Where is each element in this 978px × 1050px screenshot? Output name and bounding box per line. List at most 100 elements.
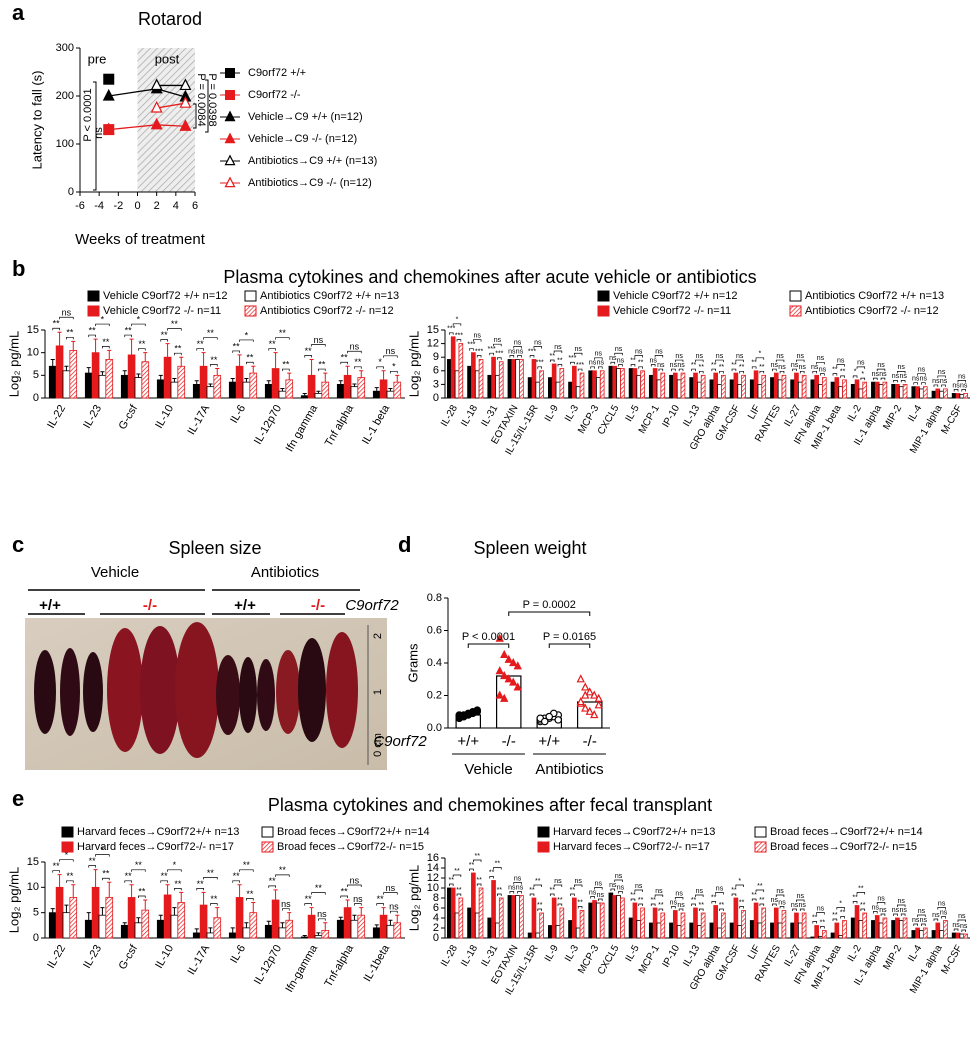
error-bar: [374, 924, 379, 928]
sig-bracket: [840, 375, 845, 378]
bar: [91, 352, 100, 399]
sig-label: ns: [960, 923, 968, 930]
sig-label: ns: [776, 353, 784, 360]
sig-label: **: [570, 887, 576, 894]
error-bar: [316, 932, 321, 936]
sig-bracket: [383, 355, 398, 358]
x-tick-label: -/-: [502, 733, 516, 750]
sig-bracket: [246, 898, 254, 901]
sig-bracket: [513, 882, 522, 885]
spleen: [298, 638, 326, 742]
sig-bracket: [671, 368, 676, 372]
sig-bracket: [448, 883, 454, 886]
bar: [575, 927, 581, 939]
error-bar: [381, 370, 386, 380]
x-tick-label: IL-9: [543, 943, 561, 964]
bar: [652, 368, 658, 399]
bar: [797, 922, 803, 939]
sig-bracket: [759, 370, 765, 374]
sig-label: ns: [534, 339, 542, 346]
sig-label: ns: [898, 898, 906, 905]
y-tick-label: 8: [433, 892, 439, 904]
bar: [134, 377, 143, 399]
bar: [850, 383, 856, 399]
sig-bracket: [376, 903, 384, 906]
x-tick-label: -/-: [583, 733, 597, 750]
sig-bracket: [751, 898, 757, 901]
group-label: Antibiotics: [535, 761, 603, 778]
bar: [797, 381, 803, 399]
sig-bracket: [469, 868, 474, 871]
sig-bracket: [658, 368, 664, 372]
sig-label: ns: [716, 885, 724, 892]
bar: [773, 372, 779, 399]
x-tick-label: Ifn-gamma: [283, 942, 320, 994]
x-tick-label: G-csf: [117, 942, 141, 972]
sig-bracket: [66, 336, 74, 340]
sig-label: ns: [554, 344, 562, 351]
error-bar: [338, 380, 343, 385]
y-tick-label: 5: [33, 907, 39, 919]
error-bar: [359, 907, 364, 916]
sig-bracket: [383, 892, 398, 895]
error-bar: [338, 916, 343, 921]
group-label: Vehicle: [464, 761, 512, 778]
sig-bracket: [131, 323, 146, 327]
bar: [458, 897, 464, 939]
sig-bracket: [614, 879, 623, 882]
sig-bracket: [913, 923, 918, 926]
sig-bracket: [275, 874, 290, 877]
bar: [616, 895, 621, 939]
bar: [777, 922, 783, 939]
sig-label: ns: [811, 364, 819, 371]
sig-label: ns: [952, 382, 960, 389]
error-bar: [158, 914, 163, 921]
error-bar: [395, 914, 400, 923]
sig-label: **: [66, 328, 74, 338]
bar: [733, 897, 739, 939]
bar: [689, 377, 694, 399]
sig-bracket: [88, 865, 96, 868]
bar: [842, 379, 847, 399]
bar: [632, 902, 638, 939]
error-bar: [201, 352, 206, 367]
error-bar: [64, 365, 69, 371]
sig-bracket: [469, 348, 474, 351]
y-tick-label: 0: [433, 392, 439, 404]
bar: [862, 912, 868, 939]
sig-label: *: [861, 371, 864, 378]
error-bar: [345, 899, 350, 908]
sig-bracket: [88, 334, 96, 338]
ruler-label: 2: [372, 633, 384, 639]
y-tick-label: 15: [27, 856, 39, 868]
bar: [527, 932, 533, 939]
y-axis-label: Log₂ pg/mL: [406, 865, 421, 931]
sig-label: ***: [536, 360, 544, 367]
sig-label: ns: [952, 922, 960, 929]
bar: [693, 907, 698, 939]
error-bar: [287, 372, 292, 380]
sig-bracket: [812, 921, 817, 924]
sig-bracket: [476, 883, 482, 886]
x-tick-label: +/+: [457, 733, 479, 750]
sig-label: ns: [696, 888, 704, 895]
legend-label: Harvard feces→C9orf72-/- n=17: [553, 841, 710, 853]
sig-label: **: [658, 902, 664, 909]
y-tick-label: 15: [27, 324, 39, 336]
sig-label: ns: [516, 348, 524, 355]
sig-bracket: [876, 902, 886, 905]
sig-label: *: [839, 900, 842, 907]
bar: [579, 372, 585, 399]
bar: [495, 922, 500, 939]
bar: [737, 383, 743, 399]
bar: [235, 365, 244, 399]
bar: [379, 379, 388, 399]
bar: [628, 368, 634, 399]
bar: [676, 925, 682, 939]
bar: [599, 370, 605, 399]
bar: [393, 922, 402, 939]
panel-label: e: [12, 786, 24, 811]
sig-label: *: [392, 362, 396, 372]
bar: [652, 907, 658, 939]
legend-swatch: [244, 305, 257, 317]
